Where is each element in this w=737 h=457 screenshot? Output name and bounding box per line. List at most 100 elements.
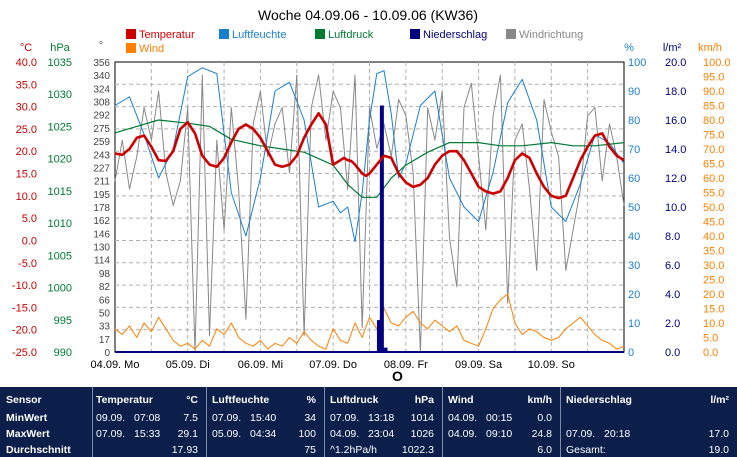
pressure-axis-header: hPa <box>50 42 70 54</box>
stats-hum-min-time: 15:40 <box>250 412 277 424</box>
direction-tick: 243 <box>93 150 110 161</box>
direction-tick: 50 <box>99 308 111 319</box>
stats-col-wind: Wind km/h 04.09. 00:15 0.0 04.09. 09:10 … <box>442 387 561 457</box>
legend-label: Wind <box>139 43 164 55</box>
wind-tick: 85.0 <box>703 101 724 113</box>
wind-tick: 0.0 <box>703 347 718 359</box>
wind-tick: 70.0 <box>703 144 724 156</box>
precipitation-tick: 4.0 <box>665 289 680 301</box>
precipitation-tick: 8.0 <box>665 231 680 243</box>
wind-tick: 60.0 <box>703 173 724 185</box>
stats-col-humidity: Luftfeuchte % 07.09. 15:40 34 05.09. 04:… <box>206 387 325 457</box>
direction-tick: 114 <box>94 256 110 267</box>
temperature-tick: 20.0 <box>16 146 37 158</box>
x-tick-label: 06.09. Mi <box>238 359 283 371</box>
legend-label: Luftfeuchte <box>232 29 286 41</box>
direction-tick: 211 <box>94 177 110 188</box>
stats-header-wind: Wind <box>448 394 474 406</box>
series-layer <box>114 67 625 353</box>
series-windrichtung <box>114 74 625 353</box>
stats-wind-max-time: 09:10 <box>486 428 513 440</box>
precipitation-bar <box>383 347 388 352</box>
pressure-tick: 1010 <box>48 218 72 230</box>
precipitation-axis-header: l/m² <box>663 42 682 54</box>
wind-tick: 95.0 <box>703 72 724 84</box>
legend-label: Windrichtung <box>519 29 583 41</box>
direction-tick: 66 <box>99 295 111 306</box>
direction-tick: 0 <box>104 348 110 359</box>
stats-col-pressure: Luftdruck hPa 07.09. 13:18 1014 04.09. 2… <box>324 387 443 457</box>
wind-tick: 30.0 <box>703 260 724 272</box>
legend-swatch <box>506 29 516 39</box>
wind-tick: 5.0 <box>703 333 718 345</box>
direction-tick: 340 <box>93 71 110 82</box>
wind-tick: 45.0 <box>703 217 724 229</box>
temperature-tick: 30.0 <box>16 102 37 114</box>
direction-tick: 195 <box>93 190 110 201</box>
stats-wind-max-date: 04.09. <box>448 428 478 440</box>
pressure-tick: 1030 <box>48 89 72 101</box>
humidity-tick: 20 <box>628 289 640 301</box>
stats-press-trend: ^1.2hPa/h <box>330 444 377 456</box>
stats-precip-total-label: Gesamt: <box>566 444 606 456</box>
humidity-tick: 60 <box>628 173 640 185</box>
stats-temp-min-date: 09.09. <box>96 412 126 424</box>
temperature-tick: 10.0 <box>16 191 37 203</box>
stats-col-sensor: Sensor MinWert MaxWert Durchschnitt <box>0 387 93 457</box>
precipitation-tick: 16.0 <box>665 115 686 127</box>
stats-hum-min-date: 07.09. <box>212 412 242 424</box>
legend-swatch <box>219 29 229 39</box>
stats-unit-wind: km/h <box>527 394 552 406</box>
legend-label: Luftdruck <box>328 29 374 41</box>
stats-precip-max-date: 07.09. <box>566 428 596 440</box>
temperature-tick: -25.0 <box>12 347 37 359</box>
axes: 40.0 35.0 30.0 25.0 20.0 15.0 10.0 5.0 0.0 -5.0 -1… <box>12 57 731 371</box>
stats-header-pressure: Luftdruck <box>330 394 379 406</box>
precipitation-bar <box>379 105 384 352</box>
direction-tick: 33 <box>99 322 111 333</box>
precipitation-tick: 6.0 <box>665 260 680 272</box>
stats-col-temperature: Temperatur °C 09.09. 07:08 7.5 07.09. 15… <box>92 387 207 457</box>
stats-press-min-time: 13:18 <box>368 412 395 424</box>
stats-wind-min-time: 00:15 <box>486 412 513 424</box>
temperature-tick: -15.0 <box>12 302 37 314</box>
wind-tick: 10.0 <box>703 318 724 330</box>
stats-label-min: MinWert <box>6 412 48 424</box>
temperature-tick: 5.0 <box>22 213 37 225</box>
direction-tick: 324 <box>93 84 110 95</box>
stats-press-min-value: 1014 <box>410 412 434 424</box>
x-tick-label: 04.09. Mo <box>91 359 140 371</box>
stats-temp-avg: 17.93 <box>171 444 198 456</box>
humidity-tick: 10 <box>628 318 640 330</box>
direction-tick: 146 <box>93 229 110 240</box>
weather-chart: Woche 04.09.06 - 10.09.06 (KW36) Tempera… <box>11 7 731 371</box>
temperature-tick: 15.0 <box>16 169 37 181</box>
stats-col-precipitation: Niederschlag l/m² 07.09. 20:18 17.0 Gesa… <box>560 387 737 457</box>
humidity-axis-header: % <box>624 42 634 54</box>
precipitation-tick: 14.0 <box>665 144 686 156</box>
precipitation-tick: 18.0 <box>665 86 686 98</box>
legend-swatch <box>410 29 420 39</box>
temperature-tick: 25.0 <box>16 124 37 136</box>
temperature-tick: 35.0 <box>16 79 37 91</box>
wind-axis-header: km/h <box>698 42 722 54</box>
direction-axis-header: ° <box>99 40 103 52</box>
pressure-tick: 1025 <box>48 121 72 133</box>
stats-label-max: MaxWert <box>6 428 50 440</box>
series-luftfeuchte <box>114 67 625 243</box>
direction-tick: 356 <box>93 58 110 69</box>
chart-legend: Temperatur Luftfeuchte Luftdruck Niederschl… <box>126 29 583 55</box>
stats-precip-max-time: 20:18 <box>604 428 631 440</box>
humidity-tick: 50 <box>628 202 640 214</box>
stats-hum-max-date: 05.09. <box>212 428 242 440</box>
wind-tick: 25.0 <box>703 275 724 287</box>
temperature-axis-header: °C <box>20 42 32 54</box>
stats-press-max-time: 23:04 <box>368 428 395 440</box>
stats-header-humidity: Luftfeuchte <box>212 394 270 406</box>
stats-unit-humidity: % <box>306 394 316 406</box>
wind-tick: 50.0 <box>703 202 724 214</box>
temperature-tick: -10.0 <box>12 280 37 292</box>
x-tick-label: 10.09. So <box>528 359 575 371</box>
direction-tick: 17 <box>99 335 111 346</box>
direction-tick: 292 <box>93 111 110 122</box>
